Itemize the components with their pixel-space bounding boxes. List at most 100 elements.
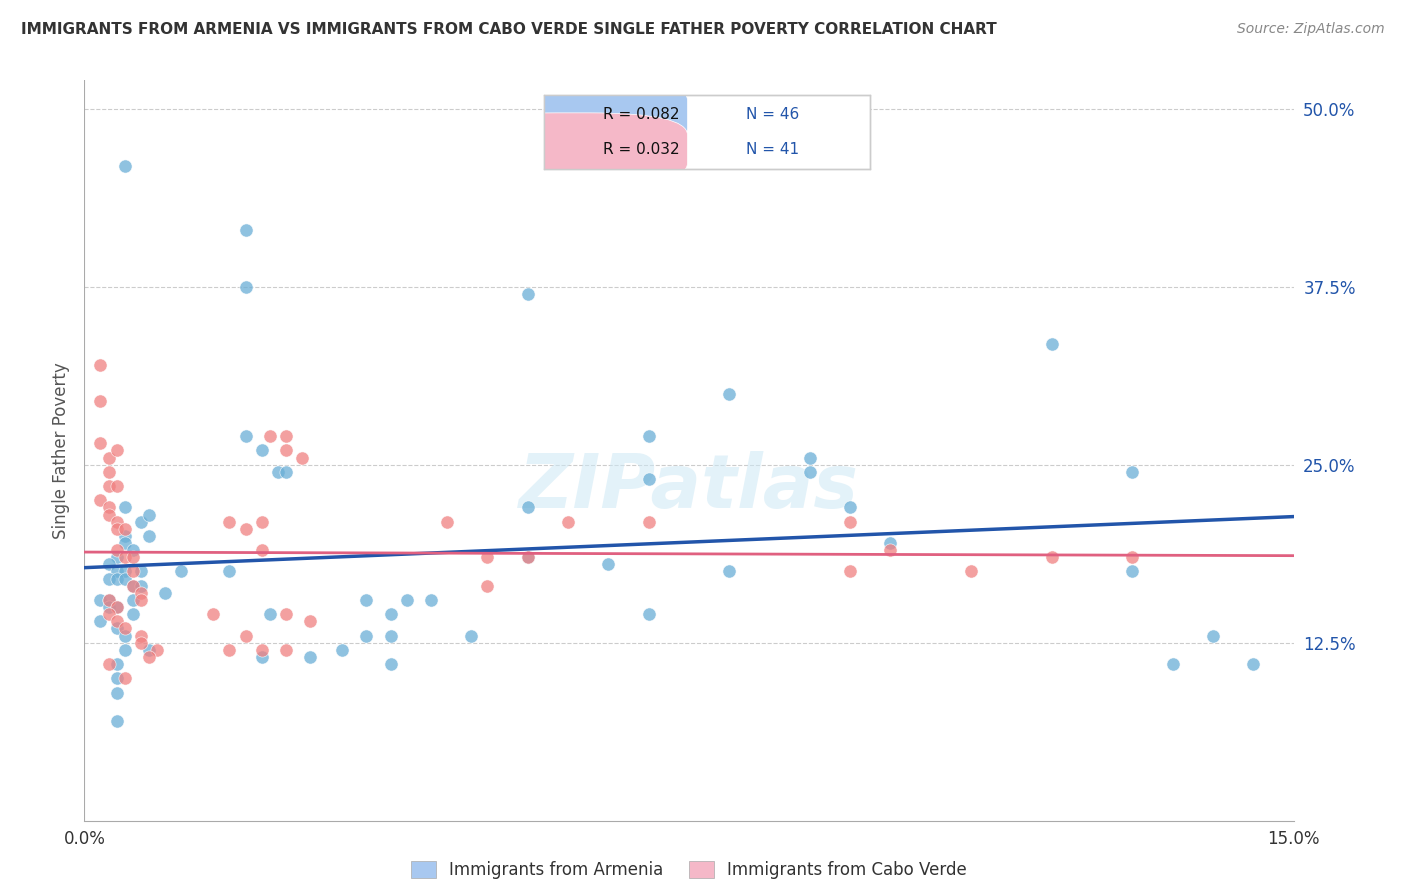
Point	[235, 628, 257, 642]
Point	[97, 558, 120, 572]
Legend: Immigrants from Armenia, Immigrants from Cabo Verde: Immigrants from Armenia, Immigrants from…	[411, 861, 967, 879]
Point	[138, 529, 160, 543]
Point	[121, 593, 143, 607]
Point	[1040, 550, 1063, 565]
Point	[97, 572, 120, 586]
Point	[250, 443, 273, 458]
Point	[105, 600, 128, 615]
Point	[97, 465, 120, 479]
Point	[114, 622, 136, 636]
Point	[121, 579, 143, 593]
Point	[105, 685, 128, 699]
Point	[114, 671, 136, 685]
Point	[395, 593, 418, 607]
Y-axis label: Single Father Poverty: Single Father Poverty	[52, 362, 70, 539]
Point	[250, 515, 273, 529]
Point	[477, 550, 499, 565]
Point	[121, 543, 143, 558]
Point	[235, 223, 257, 237]
Point	[839, 565, 862, 579]
Point	[1241, 657, 1264, 671]
Point	[129, 628, 152, 642]
Point	[799, 465, 821, 479]
Point	[356, 593, 378, 607]
Point	[121, 607, 143, 622]
Point	[105, 479, 128, 493]
Point	[516, 550, 538, 565]
Point	[129, 515, 152, 529]
Point	[97, 479, 120, 493]
Point	[105, 671, 128, 685]
Point	[138, 642, 160, 657]
Point	[97, 450, 120, 465]
Point	[960, 565, 983, 579]
Point	[105, 572, 128, 586]
Point	[299, 615, 322, 629]
Point	[105, 600, 128, 615]
Point	[516, 550, 538, 565]
Point	[839, 515, 862, 529]
Point	[1121, 565, 1143, 579]
Point	[356, 628, 378, 642]
Point	[380, 607, 402, 622]
Point	[202, 607, 225, 622]
Point	[259, 429, 281, 443]
Point	[153, 586, 176, 600]
Point	[879, 536, 901, 550]
Point	[799, 450, 821, 465]
Point	[97, 600, 120, 615]
Point	[129, 565, 152, 579]
Point	[89, 393, 111, 408]
Point	[274, 465, 297, 479]
Text: Source: ZipAtlas.com: Source: ZipAtlas.com	[1237, 22, 1385, 37]
Point	[105, 657, 128, 671]
Point	[637, 472, 659, 486]
Point	[637, 429, 659, 443]
Point	[97, 500, 120, 515]
Point	[637, 607, 659, 622]
Point	[557, 515, 579, 529]
Point	[250, 649, 273, 664]
Point	[105, 622, 128, 636]
Point	[1121, 550, 1143, 565]
Point	[879, 543, 901, 558]
Point	[105, 714, 128, 728]
Point	[259, 607, 281, 622]
Point	[235, 279, 257, 293]
Point	[114, 536, 136, 550]
Point	[146, 642, 169, 657]
Point	[1161, 657, 1184, 671]
Text: ZIPatlas: ZIPatlas	[519, 451, 859, 524]
Point	[97, 593, 120, 607]
Point	[105, 443, 128, 458]
Point	[274, 443, 297, 458]
Point	[291, 450, 314, 465]
Point	[105, 543, 128, 558]
Point	[274, 429, 297, 443]
Point	[516, 286, 538, 301]
Point	[267, 465, 290, 479]
Point	[129, 593, 152, 607]
Point	[114, 572, 136, 586]
Point	[250, 642, 273, 657]
Point	[250, 543, 273, 558]
Point	[121, 579, 143, 593]
Point	[105, 565, 128, 579]
Point	[89, 615, 111, 629]
Point	[839, 500, 862, 515]
Point	[170, 565, 193, 579]
Point	[97, 607, 120, 622]
Point	[138, 649, 160, 664]
Point	[637, 515, 659, 529]
Point	[598, 558, 620, 572]
Point	[114, 550, 136, 565]
Point	[114, 500, 136, 515]
Point	[114, 522, 136, 536]
Point	[218, 642, 240, 657]
Point	[274, 642, 297, 657]
Point	[516, 500, 538, 515]
Point	[105, 515, 128, 529]
Point	[129, 586, 152, 600]
Point	[114, 628, 136, 642]
Point	[718, 386, 741, 401]
